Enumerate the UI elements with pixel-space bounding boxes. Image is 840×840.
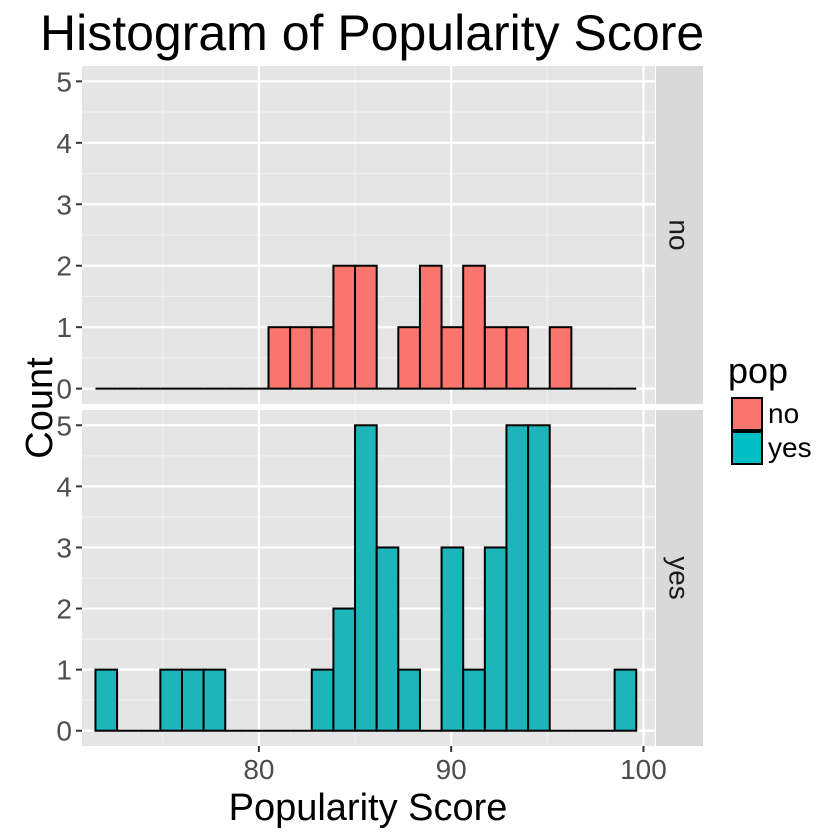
x-tick-label: 80 <box>243 754 274 785</box>
chart-title: Histogram of Popularity Score <box>40 5 704 61</box>
histogram-bar <box>94 668 119 732</box>
y-tick-label: 2 <box>56 251 72 282</box>
y-tick-label: 5 <box>56 410 72 441</box>
y-axis-title: Count <box>19 357 61 459</box>
histogram-bar <box>310 326 335 390</box>
y-tick-label: 4 <box>56 128 72 159</box>
histogram-bar <box>505 326 530 390</box>
histogram-bar <box>202 668 227 732</box>
histogram-bar <box>613 668 638 732</box>
histogram-bar <box>310 668 335 732</box>
histogram-bar <box>462 264 486 390</box>
histogram-bar <box>505 424 530 732</box>
legend-label-yes: yes <box>768 432 812 463</box>
histogram-bar <box>289 326 313 390</box>
histogram-bar <box>483 326 508 390</box>
facet-strip-label: no <box>664 219 695 250</box>
legend-key-yes <box>731 431 763 465</box>
histogram-bar <box>462 668 486 732</box>
x-axis-title: Popularity Score <box>229 787 508 829</box>
y-tick-label: 3 <box>56 532 72 563</box>
histogram-bar <box>332 264 357 390</box>
legend-label-no: no <box>768 398 799 429</box>
legend-title: pop <box>728 350 788 391</box>
histogram-bar <box>548 326 573 390</box>
histogram-bar <box>418 264 443 390</box>
facet-panel-yes: 0 1 2 3 4 5 yes <box>56 410 703 747</box>
y-tick-label: 3 <box>56 189 72 220</box>
histogram-bar <box>375 546 400 732</box>
histogram-bar <box>180 668 205 732</box>
y-tick-label: 1 <box>56 655 72 686</box>
y-tick-label: 0 <box>56 374 72 405</box>
histogram-bar <box>440 546 465 732</box>
histogram-bar <box>397 668 421 732</box>
histogram-bar <box>483 546 508 732</box>
y-tick-label: 5 <box>56 66 72 97</box>
x-tick-label: 90 <box>436 754 467 785</box>
histogram-bar <box>159 668 183 732</box>
facet-panel-no: 0 1 2 3 4 5 no <box>56 66 703 405</box>
facet-strip-background <box>656 410 703 746</box>
histogram-bar <box>397 326 421 390</box>
y-tick-label: 4 <box>56 471 72 502</box>
facet-panels: 0 1 2 3 4 5 no 0 1 2 3 4 5 yes <box>56 66 703 747</box>
facet-strip-background <box>656 66 703 404</box>
y-tick-label: 1 <box>56 312 72 343</box>
y-tick-label: 0 <box>56 716 72 747</box>
histogram-bar <box>354 424 378 732</box>
x-tick-label: 100 <box>620 754 667 785</box>
histogram-bar <box>440 326 465 390</box>
legend-key-no <box>731 397 763 431</box>
histogram-bar <box>267 326 292 390</box>
facet-strip-label: yes <box>664 556 695 600</box>
y-tick-label: 2 <box>56 594 72 625</box>
x-axis: 80 90 100 <box>243 746 667 785</box>
histogram-bar <box>332 607 357 732</box>
histogram-bar <box>354 264 378 390</box>
histogram-bar <box>527 424 551 732</box>
